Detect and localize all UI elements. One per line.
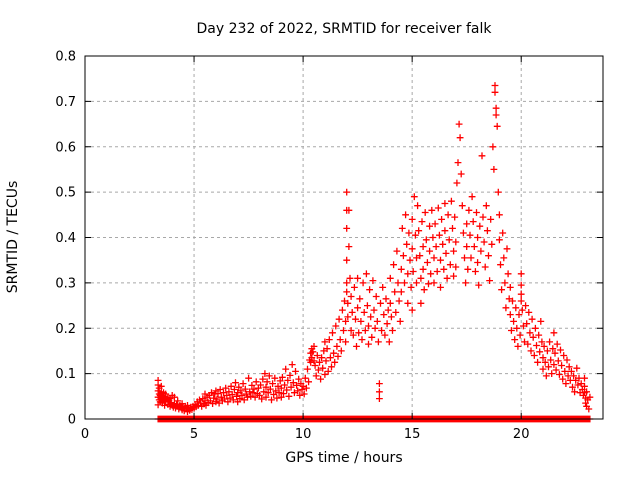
x-tick-label: 0 — [81, 427, 89, 442]
y-tick-label: 0 — [68, 413, 76, 428]
y-axis-label: SRMTID / TECUs — [5, 181, 21, 294]
y-tick-label: 0.6 — [55, 140, 76, 155]
srmtid-points-markers — [154, 82, 594, 416]
y-tick-label: 0.3 — [55, 276, 76, 291]
chart-title: Day 232 of 2022, SRMTID for receiver fal… — [197, 21, 493, 37]
y-tick-label: 0.2 — [55, 322, 76, 337]
y-tick-label: 0.8 — [55, 50, 76, 65]
y-tick-label: 0.7 — [55, 95, 76, 110]
x-tick-label: 5 — [190, 427, 198, 442]
x-tick-label: 20 — [513, 427, 530, 442]
y-tick-label: 0.1 — [55, 367, 76, 382]
axes-and-ticks — [84, 55, 604, 420]
x-tick-label: 10 — [295, 427, 312, 442]
tick-labels: 0 5 10 15 20 0 0.1 0.2 0.3 0.4 0.5 0.6 0.7 0.8 — [55, 50, 529, 443]
x-axis-label: GPS time / hours — [285, 450, 402, 466]
y-tick-label: 0.5 — [55, 186, 76, 201]
y-tick-label: 0.4 — [55, 231, 76, 246]
x-tick-label: 15 — [404, 427, 421, 442]
